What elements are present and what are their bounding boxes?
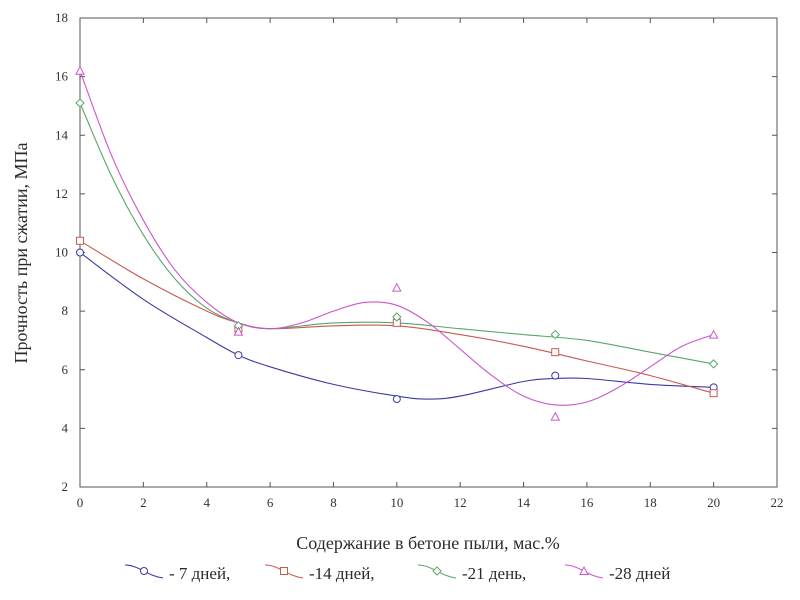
legend-marker-1 (140, 567, 148, 575)
legend-marker-4 (579, 565, 589, 575)
series-curve-1 (79, 252, 714, 400)
series-curve-3 (79, 102, 714, 365)
y-axis-title: Прочность при сжатии, МПа (11, 142, 31, 363)
y-tick-label: 14 (55, 127, 69, 142)
y-tick-label: 4 (62, 420, 69, 435)
series-1-point (76, 248, 84, 257)
plot-area-frame (79, 17, 778, 488)
series-3-point (75, 98, 85, 108)
legend-label-4: -28 дней (609, 564, 670, 583)
x-tick-label: 2 (140, 495, 147, 510)
x-tick-label: 4 (203, 495, 210, 510)
series-1-point (234, 351, 243, 360)
x-tick-label: 20 (707, 495, 720, 510)
y-tick-label: 8 (62, 303, 69, 318)
series-curve-2 (79, 240, 714, 394)
markers-layer (75, 65, 719, 421)
x-tick-label: 0 (77, 495, 84, 510)
legend-label-1: - 7 дней, (169, 564, 230, 583)
legend-label-3: -21 день, (462, 564, 526, 583)
x-axis-title: Содержание в бетоне пыли, мас.% (296, 533, 560, 553)
x-tick-label: 6 (267, 495, 274, 510)
x-tick-label: 16 (580, 495, 594, 510)
series-4-point (75, 65, 85, 75)
x-tick-label: 18 (644, 495, 657, 510)
x-tick-label: 22 (771, 495, 784, 510)
y-tick-label: 18 (55, 10, 68, 25)
x-tick-label: 14 (517, 495, 531, 510)
y-tick-label: 6 (62, 362, 69, 377)
series-3-point (550, 329, 560, 340)
x-tick-label: 10 (390, 495, 403, 510)
legend-marker-3 (432, 566, 442, 576)
series-4-point (708, 329, 719, 339)
series-2-point (76, 236, 84, 245)
y-tick-label: 2 (62, 479, 69, 494)
x-tick-label: 8 (330, 495, 337, 510)
series-4-point (550, 411, 561, 421)
series-4-point (233, 326, 244, 336)
series-3-point (392, 312, 402, 322)
series-2-point (551, 348, 560, 357)
legend-marker-2 (280, 567, 288, 575)
legend: - 7 дней, -14 дней, -21 день, -28 дней (124, 564, 670, 583)
legend-label-2: -14 дней, (309, 564, 375, 583)
series-4-point (391, 282, 402, 292)
curves-layer (79, 70, 714, 406)
series-2-point (709, 389, 718, 398)
series-curve-4 (79, 70, 714, 406)
y-tick-label: 10 (55, 245, 68, 260)
series-1-point (392, 395, 401, 404)
y-tick-label: 16 (55, 69, 69, 84)
series-3-point (708, 359, 719, 369)
series-1-point (551, 371, 560, 380)
x-tick-label: 12 (454, 495, 467, 510)
y-tick-label: 12 (55, 186, 68, 201)
